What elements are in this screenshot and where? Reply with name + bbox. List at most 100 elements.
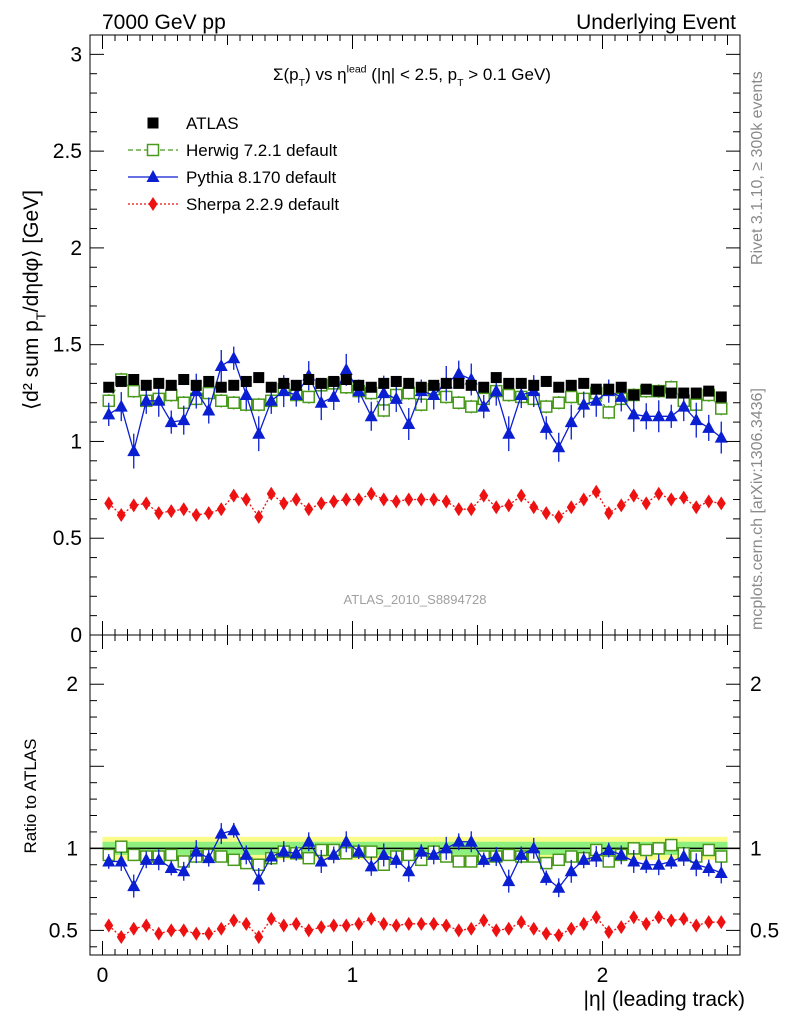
chart-title: Σ(pT​) vs ηlead​ (|η| < 2.5, pT​ > 0.1 G… (273, 63, 551, 89)
pythia-point (502, 426, 516, 439)
x-tick-label: 0 (97, 964, 109, 987)
herwig-point (552, 853, 565, 867)
sherpa-point (604, 506, 614, 521)
pythia-point (214, 826, 228, 839)
sherpa-point (629, 910, 639, 925)
atlas-point (315, 377, 327, 389)
x-tick-label: 2 (597, 964, 609, 987)
atlas-point (590, 383, 602, 395)
atlas-point (440, 377, 452, 389)
herwig-point (502, 388, 515, 402)
atlas-point (715, 391, 727, 403)
sherpa-point (316, 920, 326, 935)
sherpa-point (591, 484, 601, 499)
sherpa-point (104, 918, 114, 933)
pythia-point (364, 409, 378, 422)
pythia-point (614, 389, 628, 402)
pythia-point (539, 420, 553, 433)
atlas-point (190, 379, 202, 391)
pythia-point (552, 880, 566, 893)
atlas-point (515, 377, 527, 389)
atlas-point (153, 377, 165, 389)
sherpa-point (266, 911, 276, 926)
sherpa-point (366, 486, 376, 501)
sherpa-point (579, 916, 589, 931)
sherpa-point (654, 910, 664, 925)
header-right: Underlying Event (576, 11, 736, 34)
pythia-point (689, 413, 703, 426)
pythia-point (327, 847, 341, 860)
sherpa-point (354, 492, 364, 507)
atlas-point (703, 385, 715, 397)
atlas-point (640, 383, 652, 395)
atlas-point (353, 379, 365, 391)
sherpa-point (679, 490, 689, 505)
atlas-point (478, 381, 490, 393)
herwig-point (365, 845, 378, 858)
sherpa-point (641, 916, 651, 931)
atlas-point (603, 383, 615, 395)
sherpa-point (204, 926, 214, 941)
atlas-point (340, 374, 352, 386)
sherpa-point (254, 929, 264, 944)
pythia-point (664, 854, 678, 867)
main-pythia-series (102, 346, 728, 469)
atlas-point (465, 379, 477, 391)
pythia-point (202, 403, 216, 416)
sherpa-point (191, 926, 201, 941)
pythia-point (614, 847, 628, 860)
sherpa-point (541, 506, 551, 521)
pythia-point (214, 358, 228, 371)
pythia-point (264, 849, 278, 862)
pythia-point (664, 409, 678, 422)
herwig-point (302, 851, 315, 865)
atlas-point (178, 374, 190, 386)
y-tick-label: 0 (70, 624, 82, 647)
y-tick-label: 2.5 (53, 140, 82, 163)
sherpa-point (404, 492, 414, 507)
legend-entry: ATLAS (186, 114, 239, 133)
ratio-y-tick-label-right: 2 (750, 673, 762, 696)
herwig-point (227, 396, 240, 409)
pythia-point (227, 823, 241, 836)
atlas-point (303, 374, 315, 386)
sherpa-point (241, 916, 251, 931)
herwig-point (715, 850, 728, 863)
sherpa-point (191, 508, 201, 522)
sherpa-point (704, 494, 714, 509)
sherpa-point (641, 496, 651, 511)
sherpa-point (316, 496, 326, 511)
legend-entry: Herwig 7.2.1 default (186, 141, 337, 160)
sherpa-point (704, 915, 714, 930)
pythia-point (389, 852, 403, 865)
herwig-point (402, 386, 415, 400)
pythia-point (689, 857, 703, 870)
sherpa-point (466, 502, 476, 517)
pythia-point (289, 388, 303, 400)
pythia-point (414, 844, 428, 857)
sherpa-point (154, 506, 164, 521)
sherpa-point (691, 500, 701, 515)
pythia-point (302, 834, 316, 847)
sherpa-point (541, 926, 551, 941)
sherpa-point (466, 921, 476, 936)
pythia-point (364, 859, 378, 872)
sherpa-point (391, 918, 401, 933)
pythia-point (352, 844, 366, 857)
pythia-point (489, 384, 503, 397)
sherpa-point (454, 502, 464, 517)
sherpa-point (216, 921, 226, 936)
sherpa-point (148, 197, 158, 211)
ratio-y-tick-label: 2 (66, 673, 78, 696)
pythia-point (639, 857, 653, 870)
pythia-point (514, 388, 528, 400)
atlas-point (653, 385, 665, 397)
herwig-point (540, 400, 553, 413)
ratio-y-tick-label: 1 (66, 837, 78, 860)
pythia-point (277, 384, 291, 397)
pythia-point (714, 430, 728, 443)
ratio-pythia-series (102, 822, 728, 898)
pythia-point (314, 854, 328, 867)
atlas-point (140, 379, 152, 391)
